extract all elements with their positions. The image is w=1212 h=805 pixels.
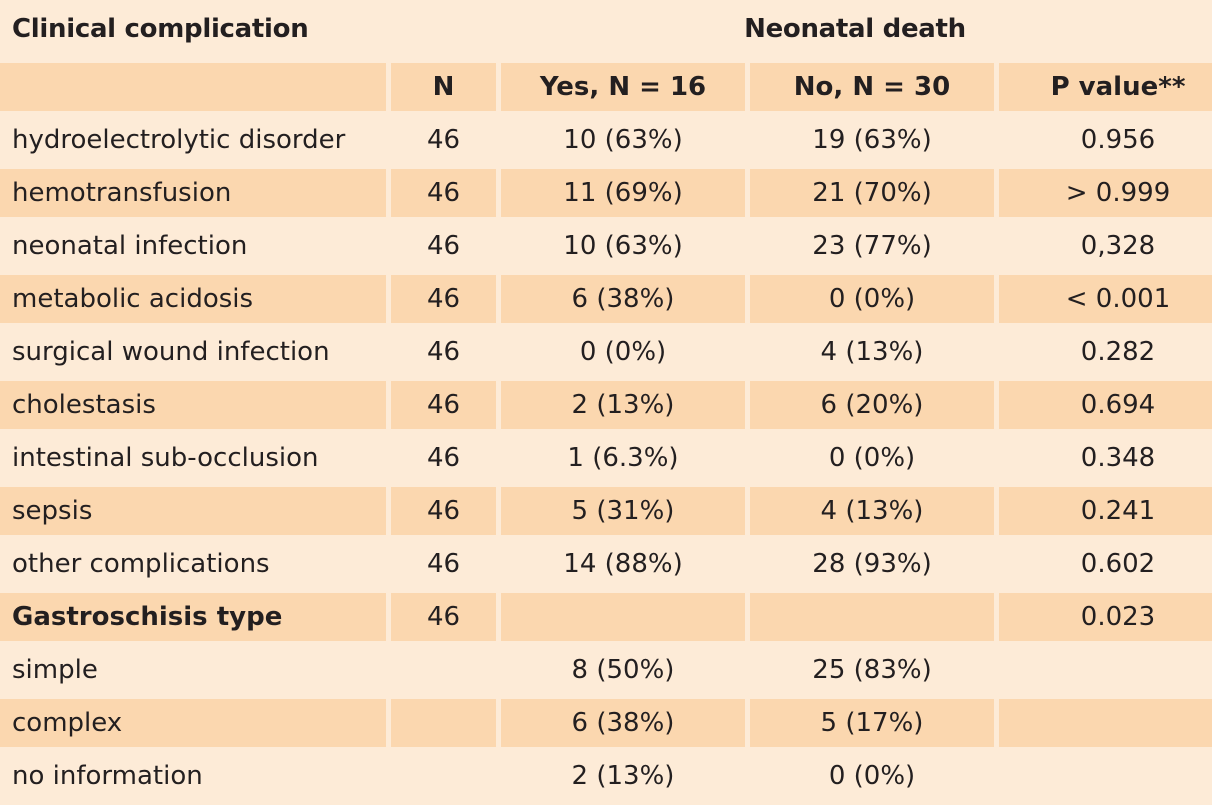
- row-no: 0 (0%): [750, 275, 994, 323]
- table-row: other complications 46 14 (88%) 28 (93%)…: [0, 540, 1212, 588]
- row-yes: 6 (38%): [501, 275, 745, 323]
- row-yes: 5 (31%): [501, 487, 745, 535]
- row-label: surgical wound infection: [12, 337, 330, 367]
- row-p-value: 0.023: [999, 593, 1212, 641]
- row-no: 0 (0%): [828, 443, 916, 473]
- table-row: hydroelectrolytic disorder 46 10 (63%) 1…: [0, 116, 1212, 164]
- row-n: 46: [426, 443, 461, 473]
- row-yes: 2 (13%): [501, 381, 745, 429]
- table-title-row: Clinical complication Neonatal death: [0, 0, 1212, 61]
- row-label: intestinal sub-occlusion: [12, 443, 319, 473]
- row-no: [750, 593, 994, 641]
- row-no: 4 (13%): [820, 337, 924, 367]
- table-row: sepsis 46 5 (31%) 4 (13%) 0.241: [0, 487, 1212, 535]
- row-n: 46: [426, 125, 461, 155]
- header-cell-p-value: P value**: [999, 63, 1212, 111]
- row-no: 19 (63%): [812, 125, 932, 155]
- row-label: other complications: [12, 549, 270, 579]
- row-yes: 10 (63%): [563, 125, 683, 155]
- row-yes: 1 (6.3%): [567, 443, 679, 473]
- row-p-value: 0,328: [1080, 231, 1156, 261]
- row-no: 25 (83%): [812, 655, 932, 685]
- table-row: neonatal infection 46 10 (63%) 23 (77%) …: [0, 222, 1212, 270]
- row-p-value: [999, 699, 1212, 747]
- row-p-value: < 0.001: [999, 275, 1212, 323]
- row-label: sepsis: [0, 487, 386, 535]
- row-n: [391, 699, 496, 747]
- table-row: simple 8 (50%) 25 (83%): [0, 646, 1212, 694]
- row-yes: 8 (50%): [571, 655, 675, 685]
- row-n: 46: [426, 337, 461, 367]
- row-n: [391, 752, 496, 800]
- row-p-value: 0.348: [1080, 443, 1156, 473]
- row-n: 46: [426, 231, 461, 261]
- row-yes: 14 (88%): [563, 549, 683, 579]
- row-yes: 2 (13%): [571, 761, 675, 791]
- row-n: 46: [391, 275, 496, 323]
- row-yes: [501, 593, 745, 641]
- row-label: neonatal infection: [12, 231, 248, 261]
- row-label: complex: [0, 699, 386, 747]
- section-label: Gastroschisis type: [0, 593, 386, 641]
- row-label: cholestasis: [0, 381, 386, 429]
- row-n: 46: [391, 487, 496, 535]
- row-label: metabolic acidosis: [0, 275, 386, 323]
- row-p-value: > 0.999: [999, 169, 1212, 217]
- table-section-row: Gastroschisis type 46 0.023: [0, 593, 1212, 641]
- table-row: no information 2 (13%) 0 (0%): [0, 752, 1212, 800]
- row-no: 0 (0%): [828, 761, 916, 791]
- row-no: 5 (17%): [750, 699, 994, 747]
- clinical-complication-title: Clinical complication: [12, 14, 309, 44]
- table-row: surgical wound infection 46 0 (0%) 4 (13…: [0, 328, 1212, 376]
- row-no: 21 (70%): [750, 169, 994, 217]
- row-p-value: 0.282: [1080, 337, 1156, 367]
- table-header-row: N Yes, N = 16 No, N = 30 P value**: [0, 63, 1212, 111]
- row-label: hemotransfusion: [0, 169, 386, 217]
- row-n: 46: [391, 169, 496, 217]
- row-yes: 11 (69%): [501, 169, 745, 217]
- complications-table: N Yes, N = 16 No, N = 30 P value** hydro…: [0, 58, 1212, 805]
- row-p-value: 0.694: [999, 381, 1212, 429]
- row-no: 6 (20%): [750, 381, 994, 429]
- row-no: 23 (77%): [812, 231, 932, 261]
- row-n: 46: [391, 593, 496, 641]
- row-p-value: 0.956: [1080, 125, 1156, 155]
- row-label: no information: [12, 761, 203, 791]
- row-p-value: [999, 646, 1212, 694]
- row-label: simple: [12, 655, 98, 685]
- row-no: 28 (93%): [812, 549, 932, 579]
- neonatal-death-title: Neonatal death: [744, 14, 966, 44]
- row-yes: 0 (0%): [579, 337, 667, 367]
- row-n: 46: [391, 381, 496, 429]
- row-label: hydroelectrolytic disorder: [12, 125, 346, 155]
- row-n: [391, 646, 496, 694]
- header-cell-no: No, N = 30: [750, 63, 994, 111]
- header-cell-yes: Yes, N = 16: [501, 63, 745, 111]
- table-row: intestinal sub-occlusion 46 1 (6.3%) 0 (…: [0, 434, 1212, 482]
- row-p-value: 0.602: [1080, 549, 1156, 579]
- row-yes: 10 (63%): [563, 231, 683, 261]
- row-yes: 6 (38%): [501, 699, 745, 747]
- table-row: complex 6 (38%) 5 (17%): [0, 699, 1212, 747]
- row-p-value: [999, 752, 1212, 800]
- table-row: cholestasis 46 2 (13%) 6 (20%) 0.694: [0, 381, 1212, 429]
- table-row: metabolic acidosis 46 6 (38%) 0 (0%) < 0…: [0, 275, 1212, 323]
- header-cell-n: N: [391, 63, 496, 111]
- row-n: 46: [426, 549, 461, 579]
- header-cell-label: [0, 63, 386, 111]
- row-p-value: 0.241: [999, 487, 1212, 535]
- table-row: hemotransfusion 46 11 (69%) 21 (70%) > 0…: [0, 169, 1212, 217]
- row-no: 4 (13%): [750, 487, 994, 535]
